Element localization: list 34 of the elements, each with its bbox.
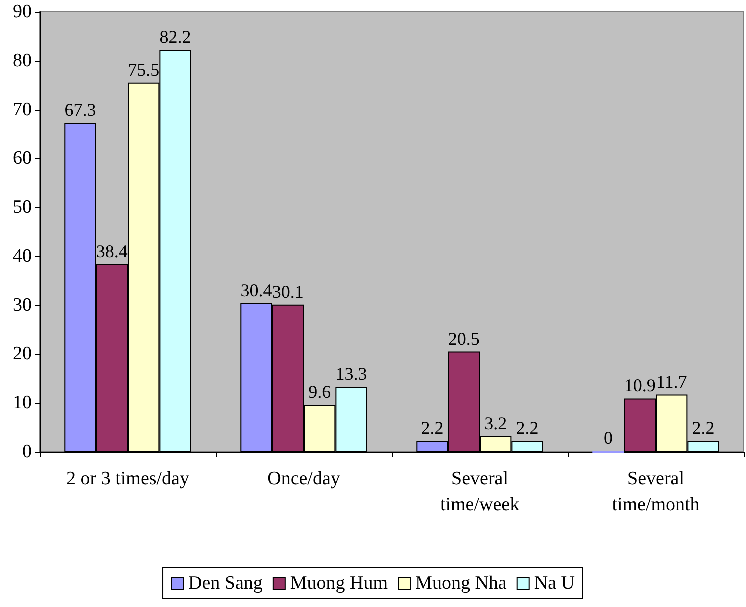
y-tick-label: 0 [22, 442, 32, 462]
y-tick-label: 60 [13, 148, 32, 170]
data-label: 2.2 [692, 418, 715, 438]
data-label: 75.5 [128, 60, 160, 80]
x-tick-label: 2 or 3 times/day [66, 468, 190, 490]
data-label: 67.3 [64, 100, 96, 120]
legend-label: Na U [534, 573, 576, 594]
y-tick-label: 10 [13, 392, 32, 414]
data-label: 11.7 [656, 372, 688, 392]
data-label: 20.5 [448, 328, 480, 349]
data-label: 10.9 [624, 376, 656, 396]
data-label: 2.2 [421, 418, 444, 438]
data-label: 9.6 [308, 382, 332, 402]
y-tick-label: 90 [13, 2, 32, 22]
legend-label: Muong Hum [290, 573, 388, 594]
data-label: 38.4 [96, 241, 128, 262]
y-tick-label: 80 [13, 50, 32, 72]
data-label: 30.4 [240, 280, 272, 300]
data-label: 82.2 [160, 27, 192, 48]
x-tick-label: Several time/month [612, 468, 700, 516]
data-label: 0 [604, 428, 613, 448]
y-tick-label: 40 [13, 246, 32, 267]
x-tick-label: Once/day [268, 468, 341, 490]
data-label: 2.2 [516, 418, 539, 438]
data-label: 3.2 [484, 413, 508, 434]
data-label: 30.1 [272, 282, 304, 302]
legend-label: Muong Nha [416, 573, 508, 594]
y-tick-label: 20 [13, 344, 32, 365]
data-label: 13.3 [336, 364, 368, 384]
y-tick-label: 70 [13, 99, 32, 120]
y-tick-label: 30 [13, 294, 32, 316]
legend-label: Den Sang [188, 573, 264, 594]
x-tick-label: Several time/week [440, 468, 520, 516]
y-tick-label: 50 [13, 197, 32, 218]
